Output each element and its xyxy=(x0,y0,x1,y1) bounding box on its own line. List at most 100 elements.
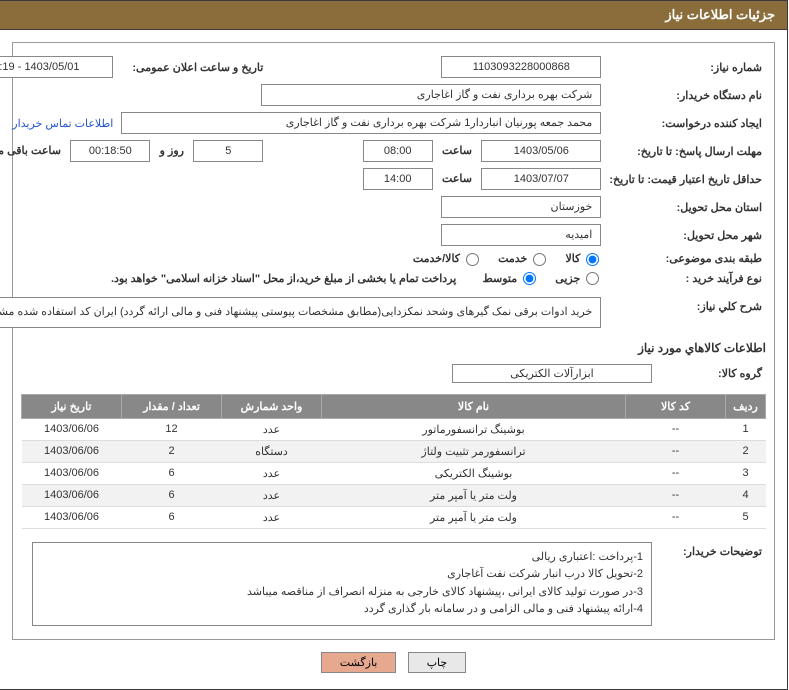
label-category: طبقه بندی موضوعی: xyxy=(606,249,767,269)
page-title: جزئیات اطلاعات نیاز xyxy=(666,7,776,22)
radio-cat-service-label: خدمت xyxy=(499,253,528,265)
page-title-bar: جزئیات اطلاعات نیاز xyxy=(1,1,788,30)
table-cell-code: -- xyxy=(627,484,727,506)
th-date: تاریخ نیاز xyxy=(23,394,123,418)
back-button[interactable]: بازگشت xyxy=(322,652,398,673)
table-row: 1--بوشینگ ترانسفورماتورعدد121403/06/06 xyxy=(23,418,767,440)
buyer-org-field: شرکت بهره برداری نفت و گاز اغاجاری xyxy=(262,84,602,106)
radio-ptype-medium-label: متوسط xyxy=(484,273,519,285)
min-validity-time-field: 14:00 xyxy=(364,168,434,190)
buyer-notes-box: 1-پرداخت :اعتباری ریالی2-تحویل کالا درب … xyxy=(33,542,653,626)
label-deadline: مهلت ارسال پاسخ: تا تاریخ: xyxy=(606,137,767,165)
label-min-validity: حداقل تاریخ اعتبار قیمت: تا تاریخ: xyxy=(606,165,767,193)
buyer-note-line: 3-در صورت تولید کالای ایرانی ،پیشنهاد کا… xyxy=(42,584,644,602)
label-purchase-type: نوع فرآیند خرید : xyxy=(606,269,767,289)
table-cell-name: ولت متر یا آمپر متر xyxy=(323,484,627,506)
table-row: 4--ولت متر یا آمپر مترعدد61403/06/06 xyxy=(23,484,767,506)
table-cell-row: 1 xyxy=(727,418,767,440)
table-cell-date: 1403/06/06 xyxy=(23,440,123,462)
table-cell-unit: عدد xyxy=(223,506,323,528)
label-need-no: شماره نیاز: xyxy=(606,53,767,81)
table-row: 5--ولت متر یا آمپر مترعدد61403/06/06 xyxy=(23,506,767,528)
items-section-title: اطلاعات کالاهاي مورد نياز xyxy=(22,341,767,355)
label-general-desc: شرح کلي نياز: xyxy=(606,294,767,331)
table-cell-name: ولت متر یا آمپر متر xyxy=(323,506,627,528)
label-requester: ایجاد کننده درخواست: xyxy=(606,109,767,137)
table-cell-code: -- xyxy=(627,506,727,528)
radio-ptype-minor-label: جزیی xyxy=(556,273,581,285)
label-days-and: روز و xyxy=(155,145,191,157)
th-row: ردیف xyxy=(727,394,767,418)
table-cell-name: بوشینگ الکتریکی xyxy=(323,462,627,484)
table-cell-row: 4 xyxy=(727,484,767,506)
label-time2: ساعت xyxy=(437,173,479,185)
table-row: 2--ترانسفورمر تثبیت ولتاژدستگاه21403/06/… xyxy=(23,440,767,462)
label-buyer-org: نام دستگاه خریدار: xyxy=(606,81,767,109)
province-field: خوزستان xyxy=(442,196,602,218)
table-cell-row: 5 xyxy=(727,506,767,528)
th-code: کد کالا xyxy=(627,394,727,418)
table-cell-name: بوشینگ ترانسفورماتور xyxy=(323,418,627,440)
table-cell-code: -- xyxy=(627,462,727,484)
items-table: ردیف کد کالا نام کالا واحد شمارش تعداد /… xyxy=(22,394,767,529)
radio-ptype-minor[interactable] xyxy=(587,272,600,285)
table-cell-unit: عدد xyxy=(223,462,323,484)
table-cell-code: -- xyxy=(627,440,727,462)
button-row: چاپ بازگشت xyxy=(13,640,776,677)
label-buyer-notes: توضیحات خریدار: xyxy=(657,539,767,629)
details-panel: شماره نیاز: 1103093228000868 تاریخ و ساع… xyxy=(13,42,776,640)
city-field: امیدیه xyxy=(442,224,602,246)
label-time1: ساعت xyxy=(437,145,479,157)
table-cell-unit: عدد xyxy=(223,484,323,506)
th-name: نام کالا xyxy=(323,394,627,418)
table-cell-unit: دستگاه xyxy=(223,440,323,462)
table-cell-date: 1403/06/06 xyxy=(23,418,123,440)
table-cell-code: -- xyxy=(627,418,727,440)
deadline-time-field: 08:00 xyxy=(364,140,434,162)
days-remain-field: 5 xyxy=(194,140,264,162)
label-announce-dt: تاریخ و ساعت اعلان عمومی: xyxy=(118,53,268,81)
radio-cat-both-label: کالا/خدمت xyxy=(414,253,461,265)
countdown-field: 00:18:50 xyxy=(71,140,151,162)
radio-cat-service[interactable] xyxy=(534,253,547,266)
label-group: گروه کالا: xyxy=(657,361,767,386)
radio-cat-both[interactable] xyxy=(467,253,480,266)
label-time-left: ساعت باقی مانده xyxy=(0,145,68,157)
buyer-note-line: 2-تحویل کالا درب انبار شرکت نفت آغاجاری xyxy=(42,566,644,584)
table-cell-unit: عدد xyxy=(223,418,323,440)
contact-link[interactable]: اطلاعات تماس خریدار xyxy=(13,118,114,130)
buyer-note-line: 4-ارائه پیشنهاد فنی و مالی الزامی و در س… xyxy=(42,601,644,619)
table-cell-date: 1403/06/06 xyxy=(23,484,123,506)
category-radio-group: کالا خدمت کالا/خدمت xyxy=(0,249,606,269)
radio-ptype-medium[interactable] xyxy=(524,272,537,285)
radio-cat-goods[interactable] xyxy=(587,253,600,266)
group-field: ابزارآلات الکتریکی xyxy=(453,364,653,383)
table-cell-qty: 6 xyxy=(123,462,223,484)
radio-cat-goods-label: کالا xyxy=(566,253,581,265)
general-desc-box: خرید ادوات برقی نمک گیرهای وشحد نمکزدایی… xyxy=(0,297,602,328)
label-province: استان محل تحویل: xyxy=(606,193,767,221)
label-city: شهر محل تحویل: xyxy=(606,221,767,249)
table-cell-name: ترانسفورمر تثبیت ولتاژ xyxy=(323,440,627,462)
ptype-note: پرداخت تمام یا بخشی از مبلغ خرید،از محل … xyxy=(112,273,457,285)
print-button[interactable]: چاپ xyxy=(409,652,468,673)
table-cell-row: 2 xyxy=(727,440,767,462)
requester-field: محمد جمعه پورنیان انباردار1 شرکت بهره بر… xyxy=(122,112,602,134)
ptype-radio-group: جزیی متوسط پرداخت تمام یا بخشی از مبلغ خ… xyxy=(0,269,606,289)
buyer-note-line: 1-پرداخت :اعتباری ریالی xyxy=(42,549,644,567)
table-cell-date: 1403/06/06 xyxy=(23,506,123,528)
th-unit: واحد شمارش xyxy=(223,394,323,418)
announce-dt-field: 1403/05/01 - 07:19 xyxy=(0,56,114,78)
table-cell-qty: 6 xyxy=(123,484,223,506)
table-cell-date: 1403/06/06 xyxy=(23,462,123,484)
table-cell-qty: 6 xyxy=(123,506,223,528)
deadline-date-field: 1403/05/06 xyxy=(482,140,602,162)
table-header-row: ردیف کد کالا نام کالا واحد شمارش تعداد /… xyxy=(23,394,767,418)
need-no-field: 1103093228000868 xyxy=(442,56,602,78)
table-cell-qty: 2 xyxy=(123,440,223,462)
min-validity-date-field: 1403/07/07 xyxy=(482,168,602,190)
th-qty: تعداد / مقدار xyxy=(123,394,223,418)
table-cell-qty: 12 xyxy=(123,418,223,440)
table-row: 3--بوشینگ الکتریکیعدد61403/06/06 xyxy=(23,462,767,484)
table-cell-row: 3 xyxy=(727,462,767,484)
